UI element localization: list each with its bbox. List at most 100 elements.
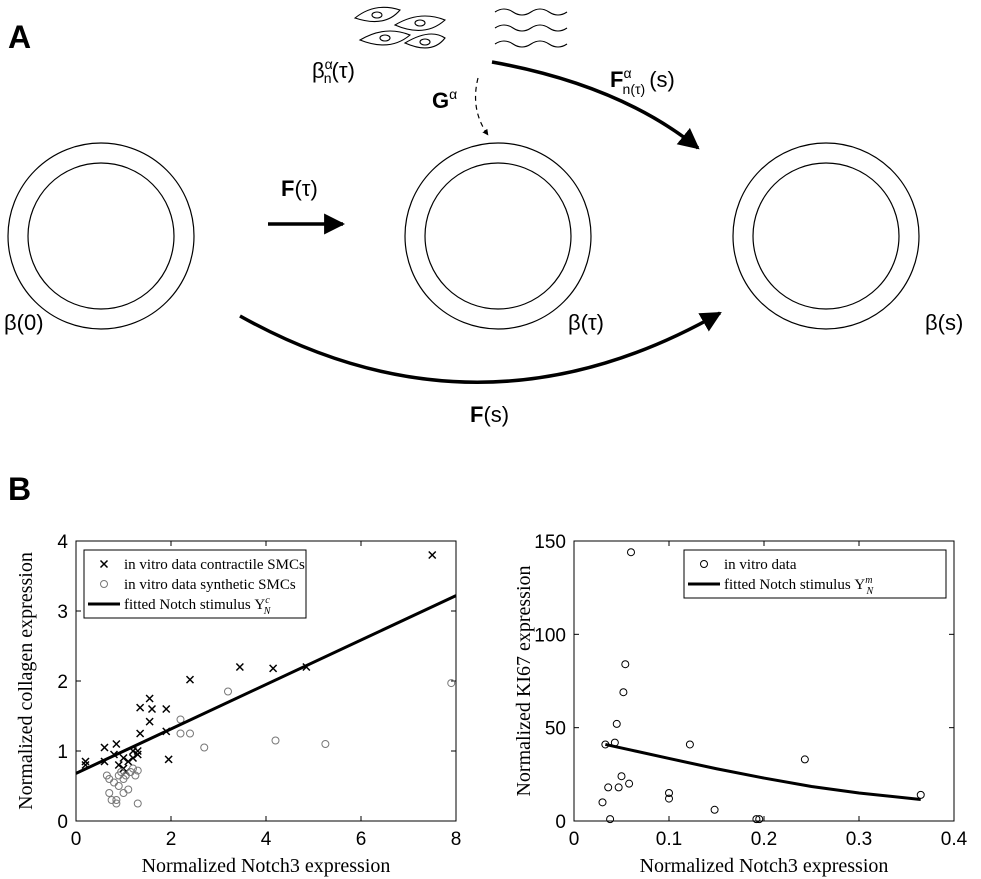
legend-sup: c [265, 595, 270, 606]
chart: 0246801234Normalized Notch3 expressionNo… [15, 532, 461, 877]
beta-sub: n [324, 70, 332, 86]
chart: 0 0.1 0.2 0.3 0.4 0 50 100 150 Normalized Notch3 … [513, 532, 968, 877]
fit-line [605, 744, 920, 799]
arrows [240, 62, 720, 382]
legend-sub: N [263, 606, 272, 617]
point [605, 784, 612, 791]
fn-sub: n(τ) [623, 81, 646, 97]
point [613, 720, 620, 727]
beta-s: β(s) [925, 310, 963, 335]
point [177, 730, 184, 737]
x-tick-label: 6 [356, 829, 367, 850]
fit-line [76, 596, 456, 774]
g-sup: α [449, 86, 457, 102]
x-tick-label: 2 [166, 829, 177, 850]
y-tick-label: 4 [57, 532, 68, 553]
y-tick-label: 100 [534, 625, 566, 646]
f-tau: F(τ) [281, 176, 318, 201]
beta-tau: β(τ) [568, 310, 604, 335]
point [272, 737, 279, 744]
f-main: F [281, 176, 294, 201]
y-tick-label: 2 [57, 672, 68, 693]
x-axis-label: Normalized Notch3 expression [640, 855, 889, 877]
point [165, 756, 172, 763]
x-tick-label: 4 [261, 829, 272, 850]
dashed-arrow [476, 78, 488, 135]
point [130, 755, 137, 762]
point [201, 744, 208, 751]
g-alpha: Gα [432, 86, 457, 113]
y-tick-label: 0 [555, 812, 566, 833]
point [187, 676, 194, 683]
panel-label: B [8, 471, 31, 507]
point [620, 689, 627, 696]
y-tick-label: 150 [534, 532, 566, 553]
point [618, 773, 625, 780]
point [711, 806, 718, 813]
g-main: G [432, 88, 449, 113]
point [801, 756, 808, 763]
point [146, 695, 153, 702]
point [686, 741, 693, 748]
point [615, 784, 622, 791]
beta-arg: (τ) [332, 58, 355, 83]
y-tick-label: 3 [57, 602, 68, 623]
point [599, 799, 606, 806]
point [125, 786, 132, 793]
x-tick-label: 0 [569, 829, 580, 850]
legend-name: in vitro data contractile SMCs [124, 557, 305, 573]
legend-label: in vitro data contractile SMCs [124, 557, 305, 573]
legend-sub: N [865, 586, 874, 597]
f-arg: (τ) [294, 176, 317, 201]
fn-main: F [610, 67, 623, 92]
legend-name: in vitro data synthetic SMCs [124, 577, 296, 593]
fn-sup: α [623, 65, 631, 81]
y-tick-label: 50 [545, 719, 566, 740]
x-tick-label: 0.4 [941, 829, 968, 850]
legend-label: in vitro data [724, 557, 797, 573]
point [137, 704, 144, 711]
y-axis-label: Normalized KI67 expression [513, 565, 535, 796]
beta-main: β [312, 58, 325, 83]
point [149, 706, 156, 713]
legend-name: in vitro data [724, 557, 797, 573]
panel-label: A [8, 19, 31, 55]
x-axis-label: Normalized Notch3 expression [142, 855, 391, 877]
figure: A β(0) β(τ) β(s) F(τ) F(s) Gα βαn(τ) Fαn… [0, 0, 981, 879]
f-s: F(s) [470, 402, 509, 427]
point [120, 790, 127, 797]
x-tick-label: 0.1 [656, 829, 682, 850]
point [270, 665, 277, 672]
legend: in vitro data contractile SMCs in vitro d… [84, 550, 306, 618]
x-tick-label: 8 [451, 829, 462, 850]
y-tick-label: 1 [57, 742, 68, 763]
legend-name: fitted Notch stimulus Υ [724, 577, 865, 593]
point [628, 549, 635, 556]
point [225, 688, 232, 695]
x-tick-label: 0.3 [846, 829, 872, 850]
point [113, 741, 120, 748]
x-tick-label: 0.2 [751, 829, 777, 850]
point [120, 755, 127, 762]
y-axis-label: Normalized collagen expression [15, 552, 37, 810]
cells-icon [355, 7, 567, 48]
point [115, 783, 122, 790]
point [429, 552, 436, 559]
point [106, 790, 113, 797]
point [101, 744, 108, 751]
point [115, 762, 122, 769]
legend-sup: m [865, 575, 872, 586]
f-main: F [470, 402, 483, 427]
point [146, 718, 153, 725]
vessels [8, 143, 919, 329]
point [134, 800, 141, 807]
point [322, 741, 329, 748]
point [187, 730, 194, 737]
fn-arg: (s) [649, 67, 675, 92]
point [125, 758, 132, 765]
point [111, 779, 118, 786]
point [607, 816, 614, 823]
